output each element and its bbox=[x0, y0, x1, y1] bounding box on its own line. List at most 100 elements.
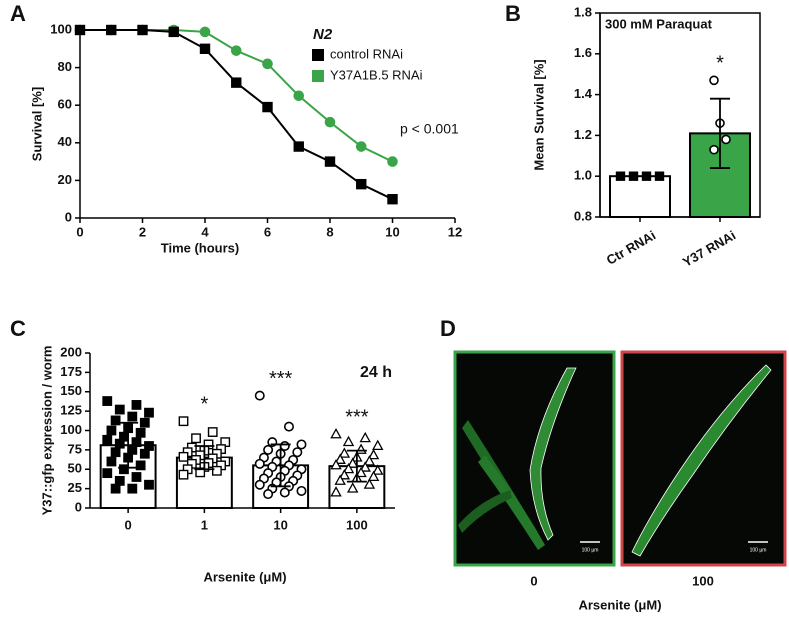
panel-label: B bbox=[505, 1, 521, 26]
marker bbox=[211, 465, 222, 476]
marker bbox=[231, 77, 242, 88]
y-tick-label: 0 bbox=[75, 499, 82, 514]
marker bbox=[114, 438, 125, 449]
y-axis-title: Y37::gfp expression / worm bbox=[39, 346, 54, 516]
significance: *** bbox=[269, 368, 293, 390]
marker bbox=[334, 453, 346, 464]
marker bbox=[127, 483, 138, 494]
marker bbox=[346, 482, 359, 493]
y-tick-label: 0 bbox=[65, 209, 72, 224]
marker bbox=[254, 390, 265, 401]
marker bbox=[628, 171, 639, 181]
marker bbox=[372, 464, 384, 475]
y-tick-label: 80 bbox=[58, 59, 72, 74]
image-caption: 100 bbox=[692, 573, 714, 588]
marker bbox=[262, 58, 273, 70]
worm bbox=[631, 364, 772, 557]
marker bbox=[119, 464, 129, 475]
marker bbox=[137, 24, 148, 36]
marker bbox=[721, 134, 731, 145]
marker bbox=[367, 448, 380, 460]
y-tick-label: 1.2 bbox=[574, 127, 592, 142]
x-tick-label: 6 bbox=[264, 224, 271, 239]
y-tick-label: 1.0 bbox=[574, 168, 592, 183]
marker bbox=[615, 171, 626, 181]
marker bbox=[330, 486, 342, 497]
marker bbox=[338, 469, 351, 480]
y-tick-label: 1.6 bbox=[574, 45, 592, 60]
y-tick-label: 50 bbox=[68, 461, 82, 476]
marker bbox=[139, 448, 150, 459]
chart-title: 24 h bbox=[360, 364, 392, 381]
marker bbox=[106, 24, 117, 36]
x-tick-label: 2 bbox=[139, 224, 146, 239]
x-tick-label: 100 bbox=[346, 517, 368, 532]
x-tick-label: 1 bbox=[201, 517, 208, 532]
worm bbox=[478, 455, 545, 550]
marker bbox=[110, 415, 121, 426]
marker bbox=[330, 427, 342, 439]
y-tick-label: 100 bbox=[60, 422, 82, 437]
y-tick-label: 60 bbox=[58, 97, 72, 112]
marker bbox=[279, 487, 290, 498]
marker bbox=[110, 447, 121, 458]
marker bbox=[359, 461, 371, 472]
marker bbox=[168, 26, 179, 38]
marker bbox=[387, 193, 398, 205]
y-tick-label: 0.8 bbox=[574, 208, 592, 223]
y-tick-label: 1.4 bbox=[574, 86, 593, 101]
marker bbox=[106, 425, 117, 436]
panel-label: A bbox=[10, 1, 26, 26]
marker bbox=[102, 468, 113, 479]
marker bbox=[139, 417, 150, 428]
marker bbox=[135, 427, 146, 438]
marker bbox=[324, 116, 336, 128]
marker bbox=[654, 171, 665, 181]
marker bbox=[254, 458, 265, 469]
marker bbox=[135, 460, 146, 471]
x-tick-label: 4 bbox=[201, 224, 209, 239]
x-axis-title: Time (hours) bbox=[161, 240, 240, 255]
x-axis-title: Arsenite (μM) bbox=[203, 569, 286, 584]
marker bbox=[387, 156, 398, 167]
marker bbox=[263, 444, 274, 455]
legend-swatch bbox=[312, 70, 324, 82]
y-tick-label: 75 bbox=[68, 441, 82, 456]
marker bbox=[262, 101, 273, 113]
x-tick-label: 0 bbox=[76, 224, 83, 239]
marker bbox=[293, 90, 305, 102]
marker bbox=[131, 472, 142, 482]
y-tick-label: 1.8 bbox=[574, 4, 592, 19]
y-tick-label: 200 bbox=[60, 344, 82, 359]
marker bbox=[342, 435, 355, 447]
marker bbox=[102, 396, 113, 406]
y-tick-label: 40 bbox=[58, 134, 72, 149]
annotation: p < 0.001 bbox=[400, 121, 459, 137]
x-axis-title: Arsenite (μM) bbox=[578, 597, 661, 612]
legend-label: control RNAi bbox=[330, 46, 403, 61]
plot-frame bbox=[599, 12, 761, 218]
marker bbox=[338, 447, 351, 458]
marker bbox=[709, 75, 719, 86]
marker bbox=[709, 144, 719, 155]
marker bbox=[367, 470, 380, 482]
legend-label: Y37A1B.5 RNAi bbox=[330, 67, 423, 82]
marker bbox=[363, 478, 376, 489]
marker bbox=[178, 469, 189, 480]
marker bbox=[195, 467, 206, 478]
marker bbox=[74, 24, 86, 36]
significance: *** bbox=[345, 407, 369, 429]
marker bbox=[346, 457, 359, 468]
legend-swatch bbox=[312, 49, 324, 61]
marker bbox=[641, 171, 652, 181]
marker bbox=[372, 439, 384, 451]
marker bbox=[283, 421, 294, 432]
chart-title: 300 mM Paraquat bbox=[605, 16, 713, 31]
marker bbox=[102, 434, 113, 445]
y-tick-label: 100 bbox=[50, 21, 72, 36]
y-tick-label: 20 bbox=[58, 172, 72, 187]
scale-label: 100 µm bbox=[750, 547, 767, 553]
marker bbox=[144, 479, 154, 490]
marker bbox=[342, 462, 355, 474]
marker bbox=[356, 178, 367, 190]
